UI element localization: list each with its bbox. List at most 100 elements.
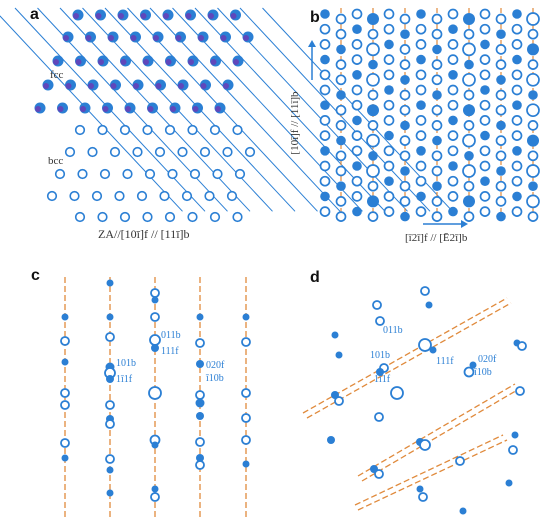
ring-spot xyxy=(511,175,523,187)
ring-spot xyxy=(447,175,459,187)
filled-spot xyxy=(352,24,362,34)
ring-spot xyxy=(511,206,523,217)
ring-spot xyxy=(527,28,539,40)
filled-spot xyxy=(528,90,538,100)
filled-spot xyxy=(505,479,513,487)
filled-spot xyxy=(448,206,458,217)
filled-spot xyxy=(336,135,346,146)
bcc-atom xyxy=(209,211,221,223)
ring-spot xyxy=(150,288,160,298)
filled-spot xyxy=(327,436,335,444)
ring-spot xyxy=(383,8,395,20)
filled-spot xyxy=(416,146,426,156)
bcc-atom xyxy=(122,168,133,180)
ring-spot xyxy=(508,445,518,455)
ring-spot xyxy=(431,120,443,131)
ring-spot xyxy=(105,419,115,429)
ring-spot xyxy=(462,133,476,148)
ring-spot xyxy=(526,12,540,26)
filled-spot xyxy=(352,161,362,171)
ring-spot xyxy=(415,39,427,50)
filled-spot xyxy=(496,75,506,85)
index-020f: 020f xyxy=(206,360,225,371)
index-bar110b: ī10b xyxy=(474,367,492,378)
ring-spot xyxy=(479,69,491,81)
filled-spot xyxy=(106,375,114,383)
bcc-atom xyxy=(204,190,215,202)
fcc-atom-core xyxy=(192,106,199,112)
bcc-atom xyxy=(154,146,166,158)
ring-spot xyxy=(374,412,384,422)
filled-spot xyxy=(320,191,330,202)
fcc-atom-core xyxy=(35,106,41,112)
ring-spot xyxy=(399,59,411,70)
ring-spot xyxy=(463,120,475,131)
ring-spot xyxy=(148,386,162,400)
filled-spot xyxy=(384,85,394,95)
filled-spot xyxy=(106,489,114,497)
ring-spot xyxy=(511,160,523,172)
ring-spot xyxy=(366,133,380,148)
panel-c-pattern xyxy=(60,277,251,517)
filled-spot xyxy=(400,75,410,85)
ring-spot xyxy=(399,196,411,207)
ring-spot xyxy=(479,191,491,202)
bcc-atom xyxy=(244,146,256,158)
ring-spot xyxy=(415,69,427,81)
panel-c: c 011b 111f 101b 1ī1f 020f ī10b xyxy=(0,265,275,524)
bcc-atom xyxy=(164,124,176,136)
fcc-atom-core xyxy=(153,35,159,41)
ring-spot xyxy=(415,130,427,141)
ring-spot xyxy=(334,396,344,406)
filled-spot xyxy=(106,466,114,474)
fcc-atom-core xyxy=(147,106,154,112)
ring-spot xyxy=(335,150,347,162)
filled-spot xyxy=(464,151,474,161)
panel-b: b [10ī]f // [11ī]b [ī2ī]f // [Ē2ī]b xyxy=(275,0,550,255)
fcc-atom-core xyxy=(53,59,59,65)
fcc-atom-core xyxy=(163,13,169,19)
fcc-atom-core xyxy=(223,83,229,89)
ring-spot xyxy=(366,42,380,57)
filled-spot xyxy=(448,161,458,171)
ring-spot xyxy=(431,150,443,162)
ring-spot xyxy=(526,164,540,178)
filled-spot xyxy=(480,176,490,186)
filled-spot xyxy=(527,43,539,56)
ring-spot xyxy=(455,456,465,466)
filled-spot xyxy=(335,351,343,359)
panel-c-label: c xyxy=(31,267,40,284)
ring-spot xyxy=(463,366,475,378)
filled-spot xyxy=(432,90,442,100)
ring-spot xyxy=(335,120,347,131)
index-101b: 101b xyxy=(370,350,390,361)
filled-spot xyxy=(320,9,330,19)
bcc-atom xyxy=(77,168,88,180)
filled-spot xyxy=(367,195,379,208)
ring-spot xyxy=(495,180,507,192)
filled-spot xyxy=(151,296,159,304)
ring-spot xyxy=(462,164,476,178)
ring-spot xyxy=(374,469,384,479)
filled-spot xyxy=(400,120,410,131)
fcc-atom-core xyxy=(95,13,102,19)
ring-spot xyxy=(431,74,443,86)
ring-spot xyxy=(399,135,411,146)
bcc-atom xyxy=(91,190,103,202)
ring-spot xyxy=(447,145,459,157)
filled-spot xyxy=(384,130,394,141)
ring-spot xyxy=(366,72,380,87)
ring-spot xyxy=(431,59,443,70)
ring-spot xyxy=(431,165,443,177)
filled-spot xyxy=(320,54,330,65)
ring-spot xyxy=(431,104,443,116)
ring-spot xyxy=(479,145,491,157)
ring-spot xyxy=(399,44,411,55)
ring-spot xyxy=(319,130,331,141)
bcc-atom xyxy=(97,124,108,136)
filled-spot xyxy=(469,361,477,369)
ring-spot xyxy=(495,150,507,162)
ring-spot xyxy=(420,286,430,296)
ring-spot xyxy=(383,99,395,111)
filled-spot xyxy=(196,360,204,368)
